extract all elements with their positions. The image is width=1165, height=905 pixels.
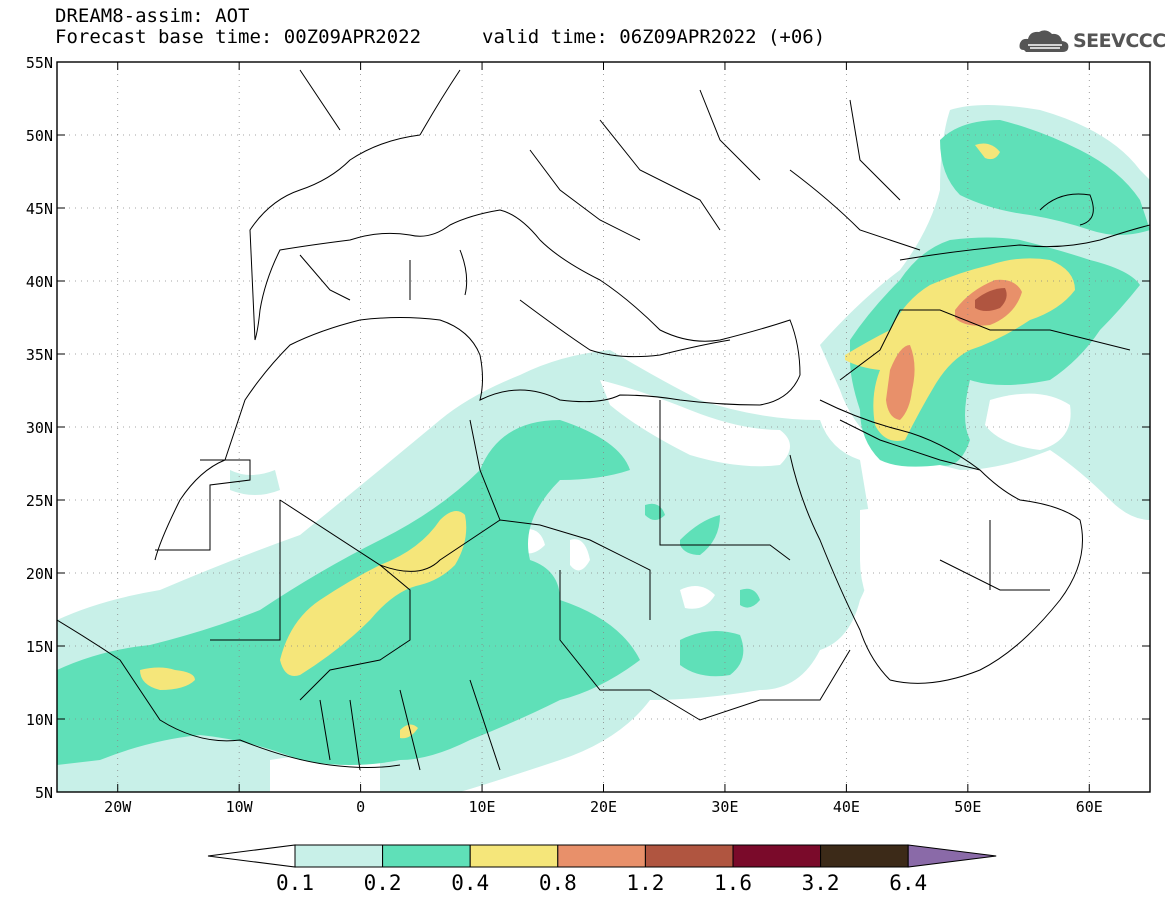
lat-label: 5N bbox=[35, 784, 53, 802]
lat-label: 40N bbox=[26, 273, 53, 291]
legend-swatch bbox=[382, 844, 471, 868]
legend-swatch bbox=[732, 844, 822, 868]
forecast-base-time: Forecast base time: 00Z09APR2022 bbox=[55, 26, 422, 48]
aot-1.2-region bbox=[975, 288, 1007, 311]
lat-label: 25N bbox=[26, 492, 53, 510]
latitude-labels: 55N 50N 45N 40N 35N 30N 25N 20N 15N 10N 5N bbox=[26, 54, 1150, 802]
longitude-labels: 20W 10W 0 10E 20E 30E 40E 50E 60E bbox=[104, 62, 1103, 816]
lon-label: 0 bbox=[356, 798, 365, 816]
legend-swatch bbox=[820, 844, 909, 868]
logo-text: SEEVCCC bbox=[1073, 30, 1165, 52]
legend-arrow-low bbox=[207, 844, 296, 868]
lon-label: 60E bbox=[1076, 798, 1103, 816]
lat-label: 20N bbox=[26, 565, 53, 583]
lat-label: 30N bbox=[26, 419, 53, 437]
legend-label: 6.4 bbox=[889, 871, 927, 895]
lat-label: 50N bbox=[26, 127, 53, 145]
legend-label: 0.2 bbox=[364, 871, 402, 895]
legend-arrow-high bbox=[907, 844, 997, 868]
legend-swatch bbox=[557, 844, 646, 868]
lon-label: 20E bbox=[590, 798, 617, 816]
legend-label: 0.1 bbox=[276, 871, 314, 895]
lon-label: 30E bbox=[711, 798, 738, 816]
lat-label: 35N bbox=[26, 346, 53, 364]
lon-label: 10E bbox=[469, 798, 496, 816]
lon-label: 20W bbox=[104, 798, 132, 816]
legend-label: 3.2 bbox=[802, 871, 840, 895]
lon-label: 10W bbox=[226, 798, 254, 816]
legend-swatch bbox=[469, 844, 559, 868]
lon-label: 40E bbox=[833, 798, 860, 816]
legend-label: 0.4 bbox=[451, 871, 489, 895]
legend-label: 1.2 bbox=[626, 871, 664, 895]
legend-swatch bbox=[644, 844, 734, 868]
valid-time: valid time: 06Z09APR2022 (+06) bbox=[482, 26, 826, 48]
lat-label: 55N bbox=[26, 54, 53, 72]
lat-label: 10N bbox=[26, 711, 53, 729]
lat-label: 45N bbox=[26, 200, 53, 218]
lon-label: 50E bbox=[954, 798, 981, 816]
coastlines bbox=[57, 69, 1150, 771]
cloud-icon bbox=[1019, 30, 1069, 52]
legend-label: 1.6 bbox=[714, 871, 752, 895]
lat-label: 15N bbox=[26, 638, 53, 656]
color-legend: 0.1 0.2 0.4 0.8 1.2 1.6 3.2 6.4 bbox=[207, 844, 997, 895]
legend-label: 0.8 bbox=[539, 871, 577, 895]
legend-swatch bbox=[294, 844, 384, 868]
map-title: DREAM8-assim: AOT bbox=[55, 5, 250, 27]
